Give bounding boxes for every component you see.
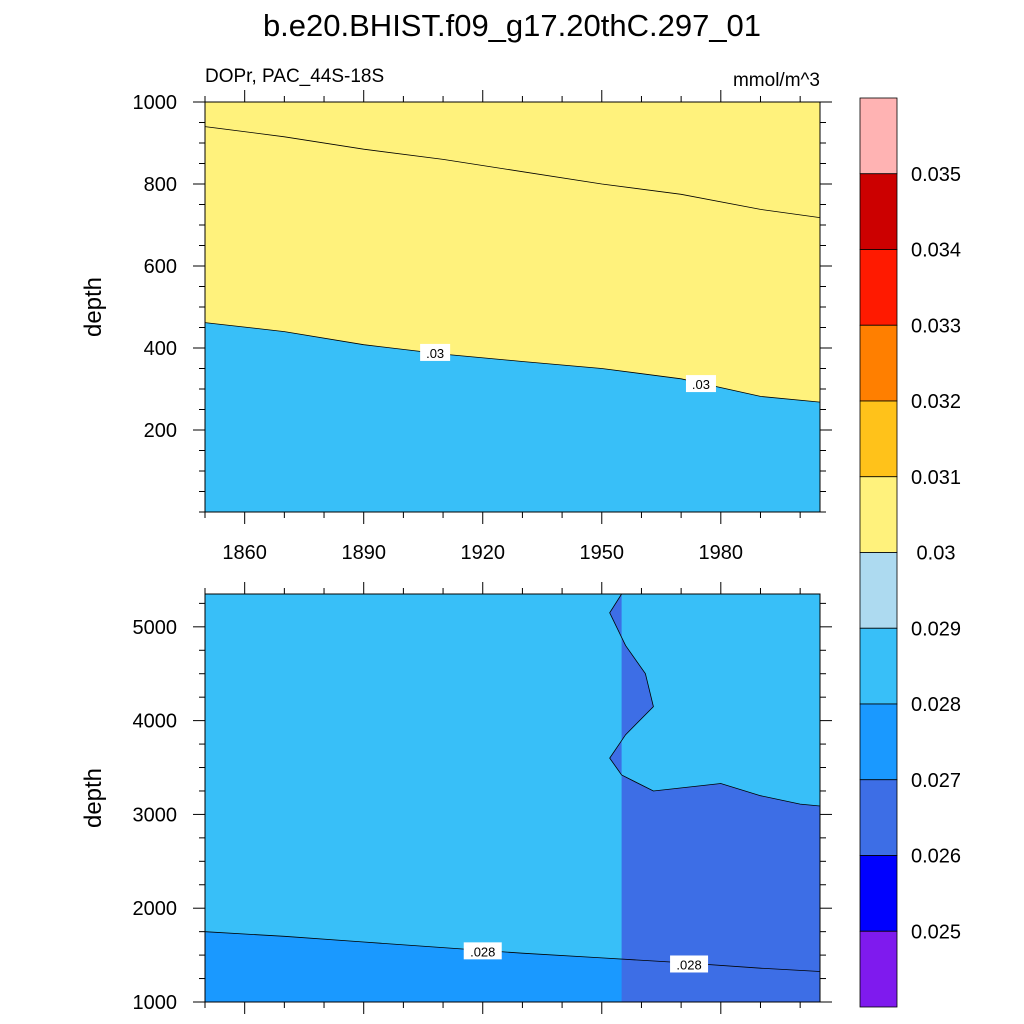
colorbar-box [859,855,898,932]
contour-line-0.029 [205,126,820,218]
colorbar-label: 0.029 [911,618,961,640]
plot-area [205,594,820,1002]
contour-label: .03 [426,346,444,361]
y-tick-label: 400 [144,338,177,360]
colorbar-box [859,552,898,629]
colorbar-label: 0.034 [911,240,961,262]
colorbar-box [859,779,898,856]
y-tick-label: 3000 [133,804,178,826]
colorbar-label: 0.033 [911,315,961,337]
colorbar-label: 0.026 [911,846,961,868]
contour-line-0.028 [205,931,820,972]
colorbar-label: 0.035 [911,164,961,186]
band-0.03-0.031 [205,102,820,403]
y-tick-label: 200 [144,420,177,442]
contour-label: .028 [676,957,701,972]
colorbar: 0.035 0.034 0.033 0.032 0.031 0.03 0.029 0.028 0… [859,97,961,1008]
colorbar-box [859,400,898,478]
x-tick-label: 1980 [699,542,744,564]
y-tick-label: 5000 [133,617,178,639]
contour-line-0.027 [609,594,820,807]
colorbar-label: 0.027 [911,770,961,792]
colorbar-label: 0.025 [911,921,961,943]
colorbar-label: 0.028 [911,694,961,716]
colorbar-label: 0.03 [917,543,956,565]
y-axis-label: depth [80,277,107,337]
y-tick-label: 2000 [133,898,178,920]
contour-label: .028 [470,944,495,959]
x-axis-ticks [204,90,801,524]
y-tick-label: 4000 [133,711,178,733]
colorbar-box [859,476,898,553]
band-0.026-0.027 [609,594,820,1002]
x-tick-label: 1950 [580,542,625,564]
y-axis-label: depth [80,768,107,828]
upper-contour-panel: .03 .03 200 400 600 800 1000 1860 1890 1920 1950 19… [80,90,832,564]
x-axis-ticks [204,582,801,1014]
plot-frame [204,593,821,1003]
x-tick-label: 1920 [460,542,505,564]
colorbar-box [859,930,898,1008]
colorbar-box [859,703,898,781]
colorbar-box [859,249,898,326]
y-tick-label: 800 [144,174,177,196]
y-axis-ticks [193,602,832,1003]
contour-line-0.03 [205,322,820,403]
contour-label: .03 [692,377,710,392]
panel-subtitle-left: DOPr, PAC_44S-18S [205,66,384,87]
contour-label-box [670,955,709,973]
colorbar-box [859,324,898,402]
contour-label-box [420,343,451,361]
colorbar-box [859,173,898,250]
plot-area [205,102,820,512]
lower-contour-panel: .028 .028 1000 2000 3000 4000 5000 depth [80,582,832,1014]
colorbar-box [859,627,898,705]
y-tick-label: 1000 [133,992,178,1014]
contour-label-box [463,942,502,960]
y-tick-label: 600 [144,256,177,278]
x-tick-label: 1890 [341,542,386,564]
colorbar-label: 0.031 [911,467,961,489]
y-axis-ticks [193,101,832,513]
colorbar-label: 0.032 [911,391,961,413]
y-tick-label: 1000 [133,92,178,114]
contour-label-box [685,375,716,393]
figure-title: b.e20.BHIST.f09_g17.20thC.297_01 [263,8,761,43]
x-tick-label: 1860 [222,542,267,564]
panel-units-label: mmol/m^3 [733,70,820,91]
colorbar-box [859,97,898,175]
